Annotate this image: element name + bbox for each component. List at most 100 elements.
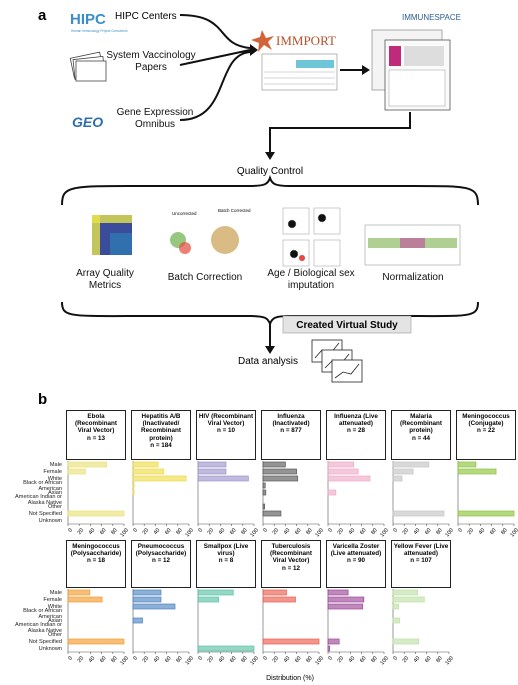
panel-n: n = 8 (218, 557, 234, 565)
x-tick-label: 100 (184, 655, 195, 666)
category-label: Not Specified (28, 510, 62, 517)
x-tick-label: 20 (402, 655, 411, 664)
panel-title: Pneumococcus (Polysaccharide) n = 12 (131, 540, 191, 588)
panel-name: Varicella Zoster (Live attenuated) (330, 543, 382, 558)
x-tick-label: 20 (77, 655, 86, 664)
x-tick-label: 40 (153, 655, 162, 664)
panel-name: Tuberculosis (Recombinant Viral Vector) (270, 543, 312, 565)
panel-title: HIV (Recombinant Viral Vector) n = 10 (196, 410, 256, 460)
bar (327, 645, 331, 652)
bar (67, 468, 86, 475)
x-tick-label: 100 (379, 527, 390, 538)
bar (262, 475, 299, 482)
x-tick-label: 60 (164, 655, 173, 664)
category-label: Female (43, 468, 62, 475)
qc-step: Array Quality Metrics (76, 268, 134, 291)
category-label: Black or African American (23, 479, 62, 492)
analysis-icons (311, 339, 363, 383)
analysis-label: Data analysis (238, 356, 298, 367)
bar (457, 468, 497, 475)
panel-title: Influenza (Live attenuated) n = 28 (326, 410, 386, 460)
panel-name: Meningococcus (Conjugate) (462, 413, 510, 428)
x-tick-label: 60 (229, 527, 238, 536)
x-tick-label: 100 (119, 655, 130, 666)
x-tick-label: 80 (175, 527, 184, 536)
x-tick-label: 60 (294, 527, 303, 536)
x-tick-label: 60 (359, 527, 368, 536)
category-label: Unknown (38, 645, 62, 652)
panel-n: n = 90 (346, 557, 366, 565)
panel-label: b (38, 391, 47, 408)
x-tick-label: 0 (392, 527, 399, 533)
bar (392, 617, 401, 624)
x-tick-label: 40 (413, 527, 422, 536)
arrowhead (362, 65, 370, 75)
x-tick-label: 100 (379, 655, 390, 666)
thumb-label: Batch Corrected (218, 208, 251, 213)
panel-name: Influenza (Live attenuated) (334, 413, 378, 428)
x-tick-label: 80 (175, 655, 184, 664)
bar (132, 489, 135, 496)
x-tick-label: 60 (99, 655, 108, 664)
panel-n: n = 877 (280, 427, 302, 435)
x-tick-label: 40 (153, 527, 162, 536)
x-tick-label: 80 (240, 527, 249, 536)
merge-brace (179, 14, 251, 121)
panel-name: Ebola (Recombinant Viral Vector) (75, 413, 117, 435)
bar (262, 589, 287, 596)
bar (262, 596, 296, 603)
immport-logo: IMMPORT (276, 33, 336, 48)
immunespace-logo: IMMUNESPACE (402, 13, 461, 22)
category-label: Other (48, 503, 62, 510)
bar (327, 475, 371, 482)
x-tick-label: 80 (305, 527, 314, 536)
batch-scatter (170, 226, 239, 254)
panel-n: n = 22 (476, 427, 496, 435)
x-tick-label: 20 (402, 527, 411, 536)
bar (67, 461, 107, 468)
category-label: Other (48, 631, 62, 638)
thumb-label: Uncorrected (172, 211, 197, 216)
panel-title: Meningococcus (Conjugate) n = 22 (456, 410, 516, 460)
qc-title: Quality Control (237, 166, 303, 177)
qc-step: Normalization (382, 272, 444, 283)
x-tick-label: 80 (435, 527, 444, 536)
immport-table (261, 53, 338, 91)
category-label: Not Specified (28, 638, 62, 645)
x-tick-label: 20 (272, 527, 281, 536)
panel-n: n = 44 (411, 434, 431, 442)
category-label: Unknown (38, 517, 62, 524)
x-tick-label: 100 (249, 655, 260, 666)
x-tick-label: 80 (110, 527, 119, 536)
panel-name: Smallpox (Live virus) (203, 543, 249, 558)
x-tick-label: 80 (110, 655, 119, 664)
aqm-heatmap (92, 215, 132, 255)
x-axis-label: Distribution (%) (266, 675, 314, 682)
bar (392, 638, 420, 645)
bar (197, 468, 227, 475)
x-tick-label: 20 (207, 655, 216, 664)
arrowhead (265, 152, 275, 160)
x-tick-label: 60 (229, 655, 238, 664)
x-tick-label: 60 (424, 527, 433, 536)
bar (132, 617, 143, 624)
category-label: American Indian or Alaska Native (15, 493, 62, 506)
hipc-subtitle: Human Immunology Project Consortium (71, 29, 128, 33)
panel-title: Influenza (Inactivated) n = 877 (261, 410, 321, 460)
immunespace-screens (371, 29, 451, 111)
x-tick-label: 40 (218, 655, 227, 664)
source-label: HIPC Centers (115, 11, 177, 22)
x-tick-label: 100 (444, 527, 455, 538)
x-tick-label: 0 (262, 655, 269, 661)
bar (327, 489, 337, 496)
bar (197, 589, 234, 596)
panel-title: Hepatitis A/B (Inactivated/ Recombinant … (131, 410, 191, 460)
immport-star (251, 30, 274, 52)
category-label: White (47, 475, 62, 482)
hipc-logo: HIPC (70, 11, 106, 28)
x-tick-label: 0 (132, 655, 139, 661)
panel-name: Meningococcus (Polysaccharide) (70, 543, 122, 558)
qc-brace-bottom (61, 301, 479, 328)
x-tick-label: 60 (359, 655, 368, 664)
